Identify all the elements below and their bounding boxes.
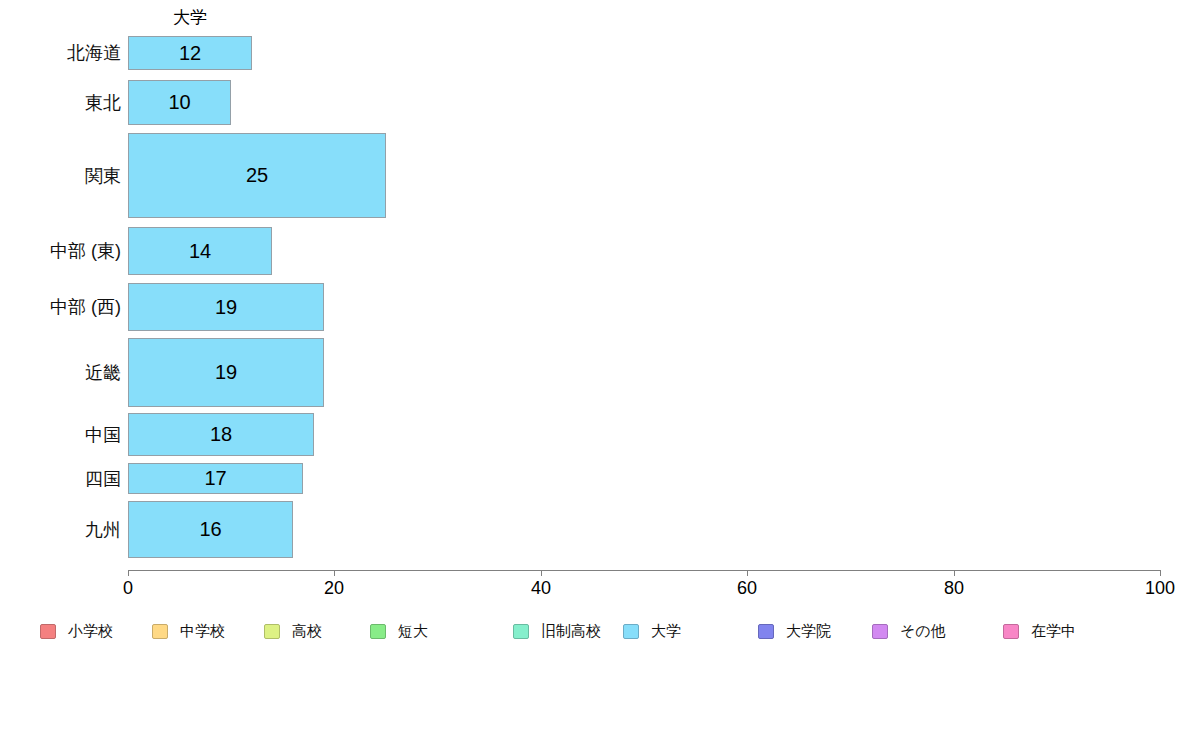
x-axis-tick xyxy=(954,570,955,576)
y-axis-label: 北海道 xyxy=(0,36,121,70)
y-axis-label: 中部 (東) xyxy=(0,227,121,275)
bar: 25 xyxy=(128,133,386,218)
x-axis-tick-label: 40 xyxy=(531,578,551,599)
legend-swatch-icon xyxy=(264,624,280,639)
legend-item: その他 xyxy=(872,622,946,640)
legend-label: 大学院 xyxy=(786,622,831,641)
bar: 19 xyxy=(128,338,324,407)
legend-swatch-icon xyxy=(623,624,639,639)
y-axis-label: 九州 xyxy=(0,501,121,558)
legend-label: 小学校 xyxy=(68,622,113,641)
bar-value-label: 17 xyxy=(204,467,226,490)
x-axis-tick xyxy=(541,570,542,576)
x-axis-tick xyxy=(747,570,748,576)
bar-chart: 大学 北海道 12 東北 10 関東 25 中部 (東) 14 中部 (西) 19 近畿 19 中国 18… xyxy=(0,0,1188,736)
y-axis-label: 東北 xyxy=(0,80,121,125)
legend-label: その他 xyxy=(900,622,946,641)
bar-value-label: 14 xyxy=(189,240,211,263)
bar-value-label: 25 xyxy=(246,164,268,187)
legend-swatch-icon xyxy=(1003,624,1019,639)
x-axis-tick-label: 100 xyxy=(1145,578,1175,599)
legend-label: 中学校 xyxy=(180,622,225,641)
x-axis-line xyxy=(128,570,1160,571)
legend-swatch-icon xyxy=(40,624,56,639)
legend-label: 高校 xyxy=(292,622,322,641)
bar: 10 xyxy=(128,80,231,125)
bar: 16 xyxy=(128,501,293,558)
legend-item: 高校 xyxy=(264,622,322,640)
bar: 19 xyxy=(128,283,324,331)
legend-swatch-icon xyxy=(872,624,888,639)
y-axis-label: 中部 (西) xyxy=(0,283,121,331)
y-axis-label: 四国 xyxy=(0,463,121,494)
y-axis-label: 中国 xyxy=(0,413,121,456)
x-axis-tick-label: 0 xyxy=(123,578,133,599)
legend-swatch-icon xyxy=(152,624,168,639)
y-axis-label: 関東 xyxy=(0,133,121,218)
x-axis-tick-label: 20 xyxy=(324,578,344,599)
x-axis-tick-label: 80 xyxy=(944,578,964,599)
legend-item: 大学 xyxy=(623,622,681,640)
bar: 12 xyxy=(128,36,252,70)
legend-label: 旧制高校 xyxy=(541,622,601,641)
legend-item: 在学中 xyxy=(1003,622,1076,640)
legend-item: 大学院 xyxy=(758,622,831,640)
bar: 14 xyxy=(128,227,272,275)
legend-label: 在学中 xyxy=(1031,622,1076,641)
x-axis-tick xyxy=(334,570,335,576)
bar-value-label: 12 xyxy=(179,42,201,65)
legend-swatch-icon xyxy=(513,624,529,639)
legend-label: 大学 xyxy=(651,622,681,641)
legend-label: 短大 xyxy=(398,622,428,641)
bar-value-label: 10 xyxy=(168,91,190,114)
x-axis-tick-label: 60 xyxy=(737,578,757,599)
legend-swatch-icon xyxy=(370,624,386,639)
bar-value-label: 19 xyxy=(215,296,237,319)
x-axis-tick xyxy=(128,570,129,576)
bar-value-label: 16 xyxy=(199,518,221,541)
legend-item: 中学校 xyxy=(152,622,225,640)
legend-item: 小学校 xyxy=(40,622,113,640)
x-axis-tick xyxy=(1160,570,1161,576)
bar-value-label: 19 xyxy=(215,361,237,384)
y-axis-label: 近畿 xyxy=(0,338,121,407)
legend-item: 短大 xyxy=(370,622,428,640)
legend-item: 旧制高校 xyxy=(513,622,601,640)
bar-value-label: 18 xyxy=(210,423,232,446)
bar: 18 xyxy=(128,413,314,456)
bar: 17 xyxy=(128,463,303,494)
chart-title: 大学 xyxy=(128,6,252,29)
legend-swatch-icon xyxy=(758,624,774,639)
